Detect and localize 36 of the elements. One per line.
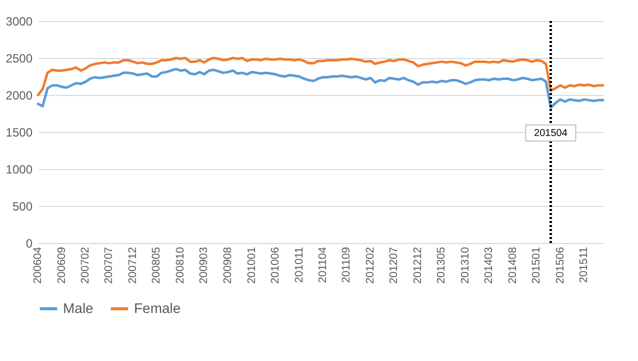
x-tick-label: 200908 [222, 247, 234, 284]
y-tick-label: 0 [26, 236, 33, 250]
x-tick-label: 201006 [269, 247, 282, 284]
x-tick-label: 201506 [554, 247, 566, 284]
x-tick-label: 201104 [316, 247, 329, 283]
x-tick-label: 201501 [530, 247, 543, 284]
x-tick-label: 201207 [388, 247, 400, 284]
x-tick-label: 201202 [364, 247, 377, 284]
x-tick-label: 201109 [340, 247, 353, 283]
y-tick-label: 2000 [6, 88, 33, 102]
x-tick-label: 200702 [80, 247, 92, 284]
x-tick-label: 200707 [103, 247, 116, 284]
legend-label: Female [134, 300, 181, 316]
x-tick-label: 200805 [150, 247, 163, 284]
x-tick-label: 200903 [198, 247, 210, 284]
x-tick-label: 200609 [56, 247, 68, 284]
x-tick-label: 201310 [459, 247, 472, 284]
y-tick-label: 500 [12, 200, 33, 214]
x-tick-label: 200604 [32, 247, 44, 284]
y-tick-label: 1000 [6, 162, 33, 176]
y-tick-label: 2500 [6, 52, 33, 66]
x-tick-label: 201511 [578, 247, 590, 283]
x-tick-label: 200810 [174, 247, 187, 284]
x-tick-label: 201305 [436, 247, 448, 284]
ref-line-label: 201504 [534, 128, 568, 139]
x-tick-label: 201001 [246, 247, 258, 284]
x-tick-label: 201408 [506, 247, 519, 284]
x-tick-label: 200712 [127, 247, 139, 284]
legend-label: Male [63, 300, 94, 316]
x-tick-label: 201403 [482, 247, 495, 284]
x-tick-label: 201011 [293, 247, 306, 283]
y-tick-label: 1500 [6, 126, 33, 140]
line-series [36, 56, 604, 96]
x-tick-label: 201212 [412, 247, 424, 284]
line-series [36, 68, 604, 109]
y-tick-label: 3000 [6, 14, 33, 28]
